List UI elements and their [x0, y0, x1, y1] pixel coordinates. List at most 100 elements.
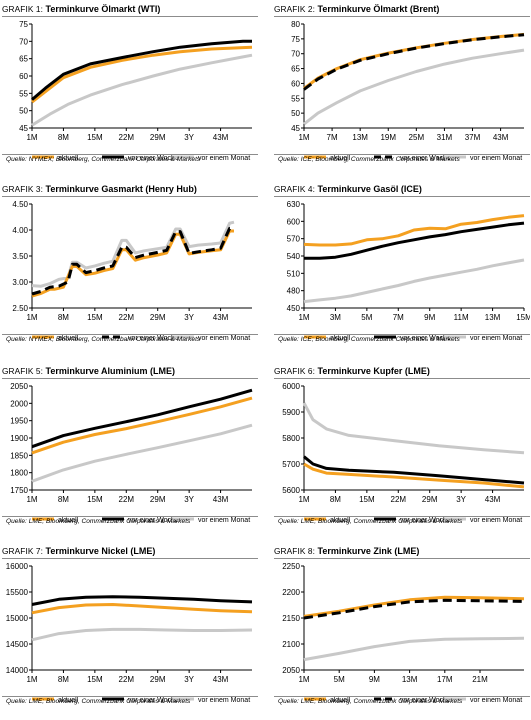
x-tick-label: 8M: [58, 675, 69, 684]
y-tick-label: 65: [19, 55, 28, 64]
legend-label: vor einer Woche: [400, 335, 451, 342]
series-line: [31, 53, 253, 127]
title-divider: [2, 16, 258, 17]
chart-title-text: Terminkurve Gasöl (ICE): [315, 184, 422, 194]
legend-label: vor einer Woche: [400, 517, 451, 524]
x-tick-label: 15M: [87, 133, 103, 142]
y-tick-label: 16000: [6, 562, 29, 571]
y-tick-label: 80: [291, 20, 300, 29]
x-tick-label: 8M: [330, 495, 341, 504]
series-line: [31, 39, 252, 101]
y-tick-label: 450: [287, 304, 301, 313]
y-tick-label: 600: [287, 217, 301, 226]
x-tick-label: 3Y: [184, 313, 194, 322]
y-tick-label: 1850: [10, 451, 28, 460]
y-tick-label: 2200: [282, 588, 300, 597]
x-tick-label: 22M: [119, 133, 135, 142]
series-line: [303, 258, 525, 304]
x-tick-label: 5M: [334, 675, 345, 684]
legend-label: vor einer Woche: [128, 335, 179, 342]
chart-panel: GRAFIK 1: Terminkurve Ölmarkt (WTI) 45 50 5…: [2, 2, 258, 174]
y-tick-label: 1800: [10, 469, 28, 478]
y-tick-label: 14000: [6, 666, 29, 675]
x-tick-label: 37M: [465, 133, 481, 142]
x-tick-label: 29M: [422, 495, 438, 504]
source-note: Quelle: LME; Bloomberg, Commerzbank Corp…: [6, 698, 191, 705]
x-tick-label: 31M: [437, 133, 453, 142]
y-tick-label: 5800: [282, 434, 300, 443]
x-tick-label: 13M: [485, 313, 501, 322]
y-tick-label: 4.00: [12, 226, 28, 235]
y-tick-label: 6000: [282, 382, 300, 391]
chart-number: GRAFIK 7:: [2, 546, 44, 556]
y-tick-label: 75: [291, 35, 300, 44]
line-chart: 45 50 55 60 65 70 75 80 1M 7M 13M 19M 25M 31M 37M 43M ak…: [291, 20, 525, 162]
chart-panel: GRAFIK 2: Terminkurve Ölmarkt (Brent) 45 5…: [274, 2, 530, 174]
title-divider: [274, 378, 530, 379]
line-chart: 5600 5700 5800 5900 6000 1M 8M 15M 22M 29M 3Y 43M ak…: [282, 382, 525, 524]
legend-label: aktuell: [58, 335, 79, 342]
y-tick-label: 15000: [6, 614, 29, 623]
bottom-divider: [2, 696, 258, 697]
line-chart: 2050 2100 2150 2200 2250 1M 5M 9M 13M 17M 21M aktue…: [282, 562, 525, 704]
y-tick-label: 15500: [6, 588, 29, 597]
x-tick-label: 22M: [119, 313, 135, 322]
x-tick-label: 11M: [454, 313, 469, 322]
series-line: [303, 32, 525, 90]
series-line: [303, 33, 525, 91]
y-tick-label: 50: [291, 109, 300, 118]
x-tick-label: 43M: [485, 495, 501, 504]
chart-panel: GRAFIK 3: Terminkurve Gasmarkt (Henry Hu…: [2, 182, 258, 354]
bottom-divider: [2, 154, 258, 155]
legend-label: vor einer Woche: [400, 155, 451, 162]
x-tick-label: 19M: [380, 133, 396, 142]
chart-number: GRAFIK 5:: [2, 366, 44, 376]
legend-label: vor einem Monat: [198, 155, 250, 162]
x-tick-label: 22M: [119, 675, 135, 684]
x-tick-label: 15M: [516, 313, 530, 322]
x-tick-label: 29M: [150, 313, 166, 322]
x-tick-label: 1M: [26, 495, 37, 504]
y-tick-label: 2250: [282, 562, 300, 571]
line-chart: 1750 1800 1850 1900 1950 2000 2050 1M 8M 15M 22M 29…: [10, 382, 253, 524]
series-line: [303, 455, 525, 485]
legend-label: vor einem Monat: [198, 517, 250, 524]
y-tick-label: 2100: [282, 640, 300, 649]
series-line: [303, 48, 525, 126]
y-tick-label: 45: [19, 124, 28, 133]
x-tick-label: 15M: [359, 495, 375, 504]
series-line: [303, 214, 525, 247]
bottom-divider: [274, 516, 530, 517]
legend-label: vor einer Woche: [128, 155, 179, 162]
legend-label: vor einem Monat: [470, 517, 522, 524]
x-tick-label: 8M: [58, 495, 69, 504]
chart-number: GRAFIK 6:: [274, 366, 316, 376]
chart-panel: GRAFIK 7: Terminkurve Nickel (LME) 14000 1…: [2, 544, 258, 716]
line-chart: 14000 14500 15000 15500 16000 1M 8M 15M 22M 29M 3Y…: [6, 562, 253, 704]
x-tick-label: 1M: [26, 675, 37, 684]
legend-label: vor einem Monat: [470, 335, 522, 342]
chart-number: GRAFIK 1:: [2, 4, 44, 14]
legend-label: vor einem Monat: [198, 697, 250, 704]
x-tick-label: 21M: [472, 675, 488, 684]
y-tick-label: 50: [19, 107, 28, 116]
chart-title-text: Terminkurve Nickel (LME): [43, 546, 156, 556]
chart-number: GRAFIK 4:: [274, 184, 316, 194]
y-tick-label: 70: [19, 37, 28, 46]
source-note: Quelle: NYMEX; Bloomberg, Commerzbank Co…: [6, 336, 201, 343]
line-chart: 2.50 3.00 3.50 4.00 4.50 1M 8M 15M 22M 29M 3Y 43M ak…: [12, 200, 252, 342]
y-tick-label: 65: [291, 65, 300, 74]
source-note: Quelle: LME; Bloomberg, Commerzbank Corp…: [278, 518, 463, 525]
series-line: [303, 595, 525, 618]
chart-title-text: Terminkurve Gasmarkt (Henry Hub): [43, 184, 197, 194]
x-tick-label: 1M: [26, 313, 37, 322]
x-tick-label: 43M: [213, 313, 229, 322]
x-tick-label: 25M: [409, 133, 425, 142]
x-tick-label: 15M: [87, 495, 103, 504]
y-tick-label: 480: [287, 287, 301, 296]
legend-label: vor einem Monat: [198, 335, 250, 342]
chart-title: GRAFIK 6: Terminkurve Kupfer (LME): [274, 364, 530, 378]
x-tick-label: 1M: [298, 133, 309, 142]
series-line: [31, 603, 253, 615]
x-tick-label: 43M: [213, 495, 229, 504]
